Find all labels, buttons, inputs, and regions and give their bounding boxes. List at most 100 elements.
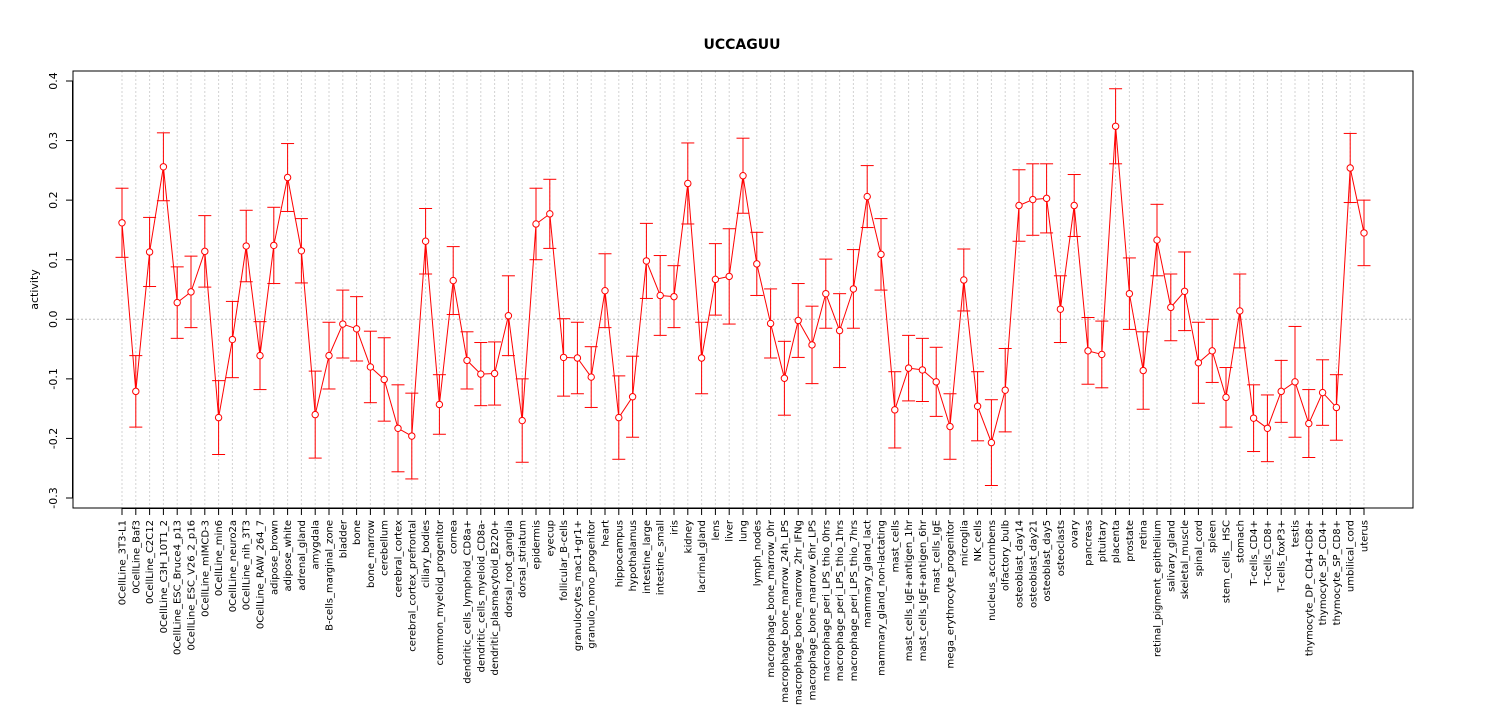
x-tick-label-32: follicular_B-cells <box>559 520 570 601</box>
series-segment-7 <box>218 339 233 418</box>
series-segment-89 <box>1349 167 1365 234</box>
series-segment-47 <box>770 323 785 379</box>
x-tick-label-69: ovary <box>1070 520 1081 548</box>
x-tick-label-87: thymocyte_SP_CD4+ <box>1318 520 1329 625</box>
series-segment-85 <box>1294 381 1310 424</box>
data-point-28 <box>504 312 513 320</box>
series-segment-86 <box>1308 392 1324 424</box>
data-point-19 <box>380 375 388 384</box>
x-tick-label-59: mast_cells_IgE <box>932 520 943 593</box>
x-tick-label-53: macrophage_peri_LPS_thio_7hrs <box>849 520 860 681</box>
series-segment-23 <box>438 280 454 405</box>
x-tick-label-12: adipose_white <box>283 520 294 591</box>
series-segment-19 <box>383 379 399 429</box>
x-tick-label-55: mammary_gland_non-lactating <box>877 520 888 676</box>
x-tick-label-80: stem_cells__HSC <box>1222 520 1233 603</box>
x-tick-label-13: adrenal_gland <box>297 520 308 591</box>
series-segment-34 <box>590 290 606 378</box>
data-point-50 <box>808 341 816 349</box>
series-segment-55 <box>880 254 896 410</box>
series-segment-9 <box>245 245 261 356</box>
series-segment-52 <box>839 288 854 331</box>
data-point-67 <box>1042 194 1051 203</box>
y-tick-label-6: 0.3 <box>47 132 60 150</box>
data-point-72 <box>1111 122 1120 130</box>
series-segment-35 <box>604 290 620 418</box>
series-segment-33 <box>576 357 592 378</box>
series-segment-48 <box>783 320 799 379</box>
data-point-34 <box>587 373 595 381</box>
x-tick-label-4: 0CellLine_ESC_Bruce4_p13 <box>173 520 184 655</box>
x-tick-label-86: thymocyte_DP_CD4+CD8+ <box>1304 520 1315 656</box>
data-point-68 <box>1056 305 1065 313</box>
data-point-80 <box>1222 393 1230 402</box>
series-segment-17 <box>356 328 371 368</box>
x-tick-label-25: dendritic_cells_lymphoid_CD8a+ <box>463 520 474 684</box>
data-point-27 <box>490 369 499 378</box>
series-segment-74 <box>1142 240 1158 371</box>
x-tick-label-44: liver <box>725 519 736 542</box>
series-segment-56 <box>894 367 910 410</box>
data-point-20 <box>394 424 402 433</box>
data-point-78 <box>1194 359 1203 367</box>
series-segment-11 <box>273 177 289 246</box>
data-point-71 <box>1098 350 1106 359</box>
x-tick-label-63: nucleus_accumbens <box>987 520 998 621</box>
x-tick-label-7: 0CellLine_min6 <box>214 520 225 596</box>
data-point-38 <box>642 257 651 265</box>
data-point-81 <box>1236 307 1244 315</box>
data-point-10 <box>256 351 264 360</box>
data-point-73 <box>1125 289 1134 298</box>
data-point-86 <box>1305 419 1313 428</box>
x-tick-label-26: dendritic_cells_myeloid_CD8a- <box>476 520 487 673</box>
data-point-35 <box>601 286 609 295</box>
series-activity <box>115 88 1371 486</box>
x-tick-label-78: spinal_cord <box>1194 520 1205 576</box>
x-tick-label-89: umbilical_cord <box>1346 520 1357 592</box>
x-tick-label-79: spleen <box>1208 520 1219 553</box>
series-segment-40 <box>673 183 689 297</box>
data-point-36 <box>615 413 623 422</box>
data-point-64 <box>1001 386 1009 394</box>
y-axis: -0.3 -0.2 -0.1 0.0 0.1 0.2 0.3 0.4 <box>47 72 73 509</box>
x-tick-label-42: lacrimal_gland <box>697 520 708 593</box>
x-tick-label-73: prostate <box>1125 520 1136 562</box>
x-tick-label-48: macrophage_bone_marrow_24h_LPS <box>780 520 791 703</box>
data-point-18 <box>366 363 375 371</box>
data-point-59 <box>932 378 940 386</box>
series-segment-24 <box>452 280 468 361</box>
x-tick-label-62: NK_cells <box>973 520 984 561</box>
data-point-55 <box>877 250 885 259</box>
x-tick-label-90: uterus <box>1360 520 1371 552</box>
series-segment-68 <box>1059 205 1075 310</box>
data-point-57 <box>904 364 913 372</box>
x-tick-label-18: bone_marrow <box>366 520 377 588</box>
data-point-88 <box>1332 403 1341 412</box>
x-tick-label-6: 0CellLine_mIMCD-3 <box>200 520 211 617</box>
series-segment-41 <box>687 183 703 359</box>
series-segment-42 <box>701 279 716 359</box>
data-point-56 <box>891 406 899 414</box>
data-point-69 <box>1070 201 1078 210</box>
series-segment-10 <box>259 245 275 356</box>
x-tick-label-56: mast_cells <box>890 520 901 572</box>
data-point-54 <box>863 192 871 201</box>
x-tick-label-84: T-cells_foxP3+ <box>1277 520 1288 593</box>
data-point-21 <box>408 432 416 440</box>
x-tick-label-61: microglia <box>959 520 970 566</box>
data-point-31 <box>546 210 554 218</box>
x-tick-label-2: 0CellLine_C2C12 <box>145 520 156 604</box>
series-segment-2 <box>149 166 164 253</box>
series-segment-54 <box>866 196 882 255</box>
series-segment-31 <box>549 213 565 358</box>
x-tick-label-85: testis <box>1291 520 1302 547</box>
x-tick-label-72: placenta <box>1111 520 1122 563</box>
series-segment-8 <box>231 245 247 340</box>
x-tick-label-38: intestine_large <box>642 520 653 594</box>
chart-title: UCCAGUU <box>704 37 781 53</box>
x-tick-label-82: T-cells_CD4+ <box>1249 520 1260 587</box>
series-segment-6 <box>204 251 220 418</box>
series-segment-15 <box>328 323 344 356</box>
data-point-83 <box>1263 424 1272 433</box>
x-tick-label-27: dendritic_plasmacytoid_B220+ <box>490 520 501 676</box>
